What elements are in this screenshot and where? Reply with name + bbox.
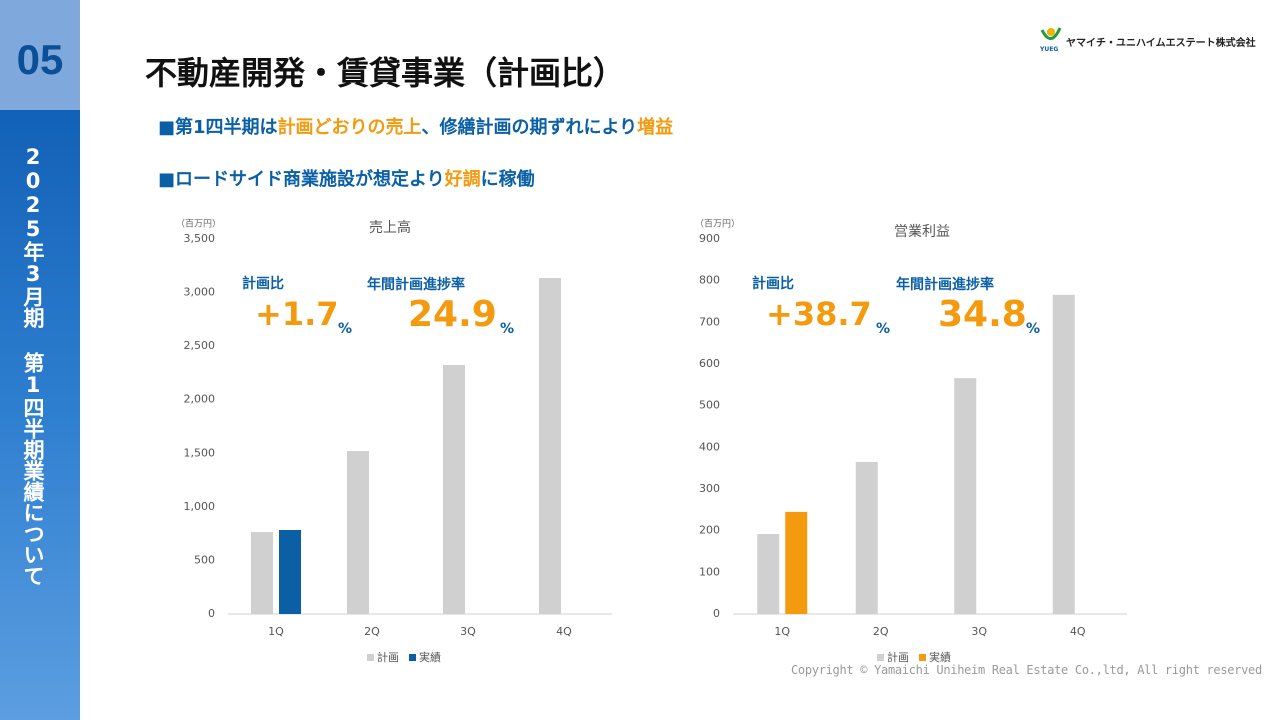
legend-swatch [877, 654, 884, 661]
bullet: ■第1四半期は計画どおりの売上、修繕計画の期ずれにより増益 [158, 113, 673, 139]
annotation-value: +1.7 [255, 295, 339, 333]
y-tick-label: 2,000 [184, 393, 216, 406]
chart-title: 売上高 [369, 219, 411, 236]
y-tick-label: 0 [208, 607, 215, 620]
bullet-segment: 好調 [444, 169, 481, 190]
y-tick-label: 800 [699, 274, 720, 287]
unit-label: （百万円） [176, 219, 221, 230]
bar [539, 278, 561, 614]
legend-label: 実績 [929, 650, 951, 664]
y-tick-label: 3,000 [184, 286, 216, 299]
y-tick-label: 700 [699, 315, 720, 328]
annotation-label: 年間計画進捗率 [896, 276, 994, 293]
bar [1052, 294, 1075, 614]
legend-swatch [919, 654, 926, 661]
copyright: Copyright © Yamaichi Uniheim Real Estate… [791, 663, 1262, 677]
y-tick-label: 600 [699, 357, 720, 370]
annotation-label: 計画比 [752, 275, 794, 292]
annotation-value: 24.9 [408, 294, 497, 335]
sidebar-text: 2025年3月期 第1四半期業績について [21, 145, 45, 586]
x-tick-label: 3Q [971, 625, 987, 638]
y-tick-label: 200 [699, 524, 720, 537]
bullet-segment: 増益 [637, 117, 674, 138]
bullet-segment: に稼働 [480, 169, 535, 190]
bar [279, 530, 301, 614]
bar [757, 534, 780, 614]
annotation-value: +38.7 [766, 295, 872, 333]
annotation-unit: % [1026, 321, 1040, 337]
y-tick-label: 0 [713, 607, 720, 620]
bullet: ■ロードサイド商業施設が想定より好調に稼働 [158, 165, 535, 191]
y-tick-label: 900 [699, 232, 720, 245]
sidebar-top [0, 0, 80, 110]
bar [443, 365, 465, 614]
x-tick-label: 1Q [774, 625, 790, 638]
y-tick-label: 300 [699, 482, 720, 495]
bullet-segment: 計画どおりの売上 [277, 117, 422, 138]
y-tick-label: 1,000 [184, 500, 216, 513]
bar [251, 532, 273, 614]
legend-swatch [367, 654, 374, 661]
bar [785, 511, 808, 614]
y-tick-label: 400 [699, 440, 720, 453]
chart-title: 営業利益 [894, 224, 950, 240]
legend-label: 実績 [419, 650, 441, 664]
x-tick-label: 4Q [1070, 625, 1086, 638]
bar [954, 378, 977, 614]
annotation-value: 34.8 [938, 294, 1027, 335]
logo-mark: YUEG [1040, 46, 1059, 53]
y-tick-label: 100 [699, 565, 720, 578]
annotation-label: 年間計画進捗率 [367, 276, 465, 293]
x-tick-label: 4Q [556, 625, 572, 638]
unit-label: （百万円） [695, 219, 740, 230]
sidebar [0, 110, 80, 720]
x-tick-label: 3Q [460, 625, 476, 638]
legend-label: 計画 [887, 650, 909, 664]
slide-title: 不動産開発・賃貸事業（計画比） [145, 54, 626, 92]
y-tick-label: 500 [194, 553, 215, 566]
bar [855, 461, 878, 614]
x-tick-label: 1Q [268, 625, 284, 638]
annotation-unit: % [338, 321, 352, 337]
y-tick-label: 3,500 [184, 232, 216, 245]
y-tick-label: 2,500 [184, 339, 216, 352]
annotation-unit: % [500, 321, 514, 337]
annotation-unit: % [876, 321, 890, 337]
legend-swatch [409, 654, 416, 661]
bar [347, 451, 369, 614]
bullet-segment: ■ロードサイド商業施設が想定より [158, 169, 445, 190]
logo-icon [1040, 27, 1062, 40]
bullet-segment: ■第1四半期は [158, 117, 278, 138]
x-tick-label: 2Q [873, 625, 889, 638]
bullet-segment: 、修繕計画の期ずれにより [421, 117, 638, 138]
y-tick-label: 1,500 [184, 446, 216, 459]
company-name: ヤマイチ・ユニハイムエステート株式会社 [1066, 38, 1256, 49]
section-number: 05 [16, 36, 64, 83]
annotation-label: 計画比 [242, 275, 284, 292]
legend-label: 計画 [377, 650, 399, 664]
y-tick-label: 500 [699, 399, 720, 412]
x-tick-label: 2Q [364, 625, 380, 638]
